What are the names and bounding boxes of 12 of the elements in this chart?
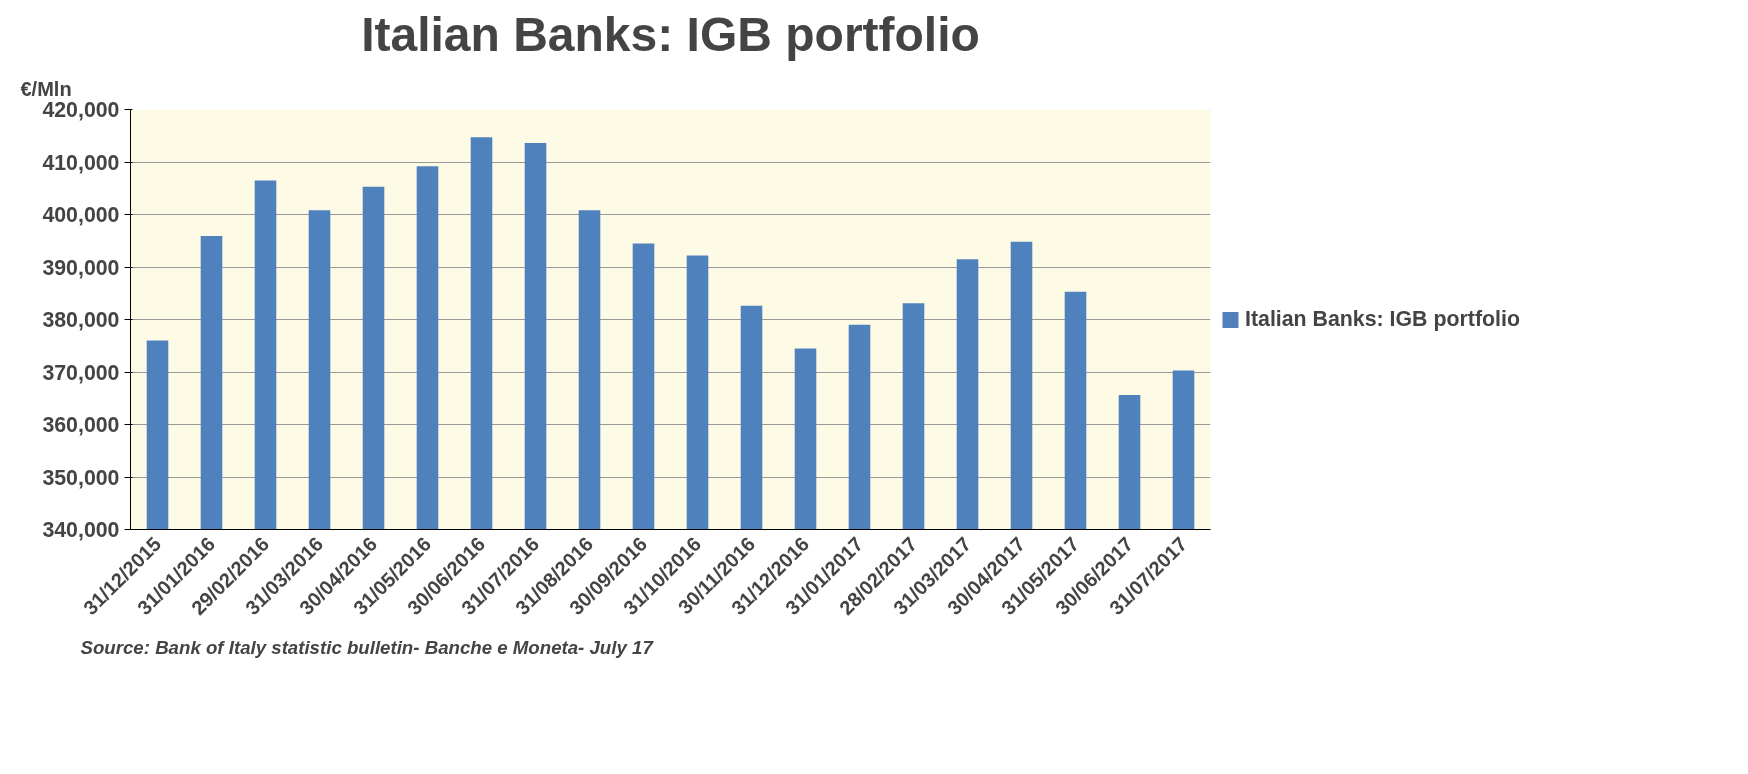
y-tick-label: 350,000 — [42, 465, 120, 490]
y-tick-label: 360,000 — [42, 413, 120, 437]
y-tick-label: 420,000 — [42, 98, 120, 122]
chart-title: Italian Banks: IGB portfolio — [361, 7, 980, 61]
y-axis-title: €/Mln — [20, 77, 72, 100]
legend-label: Italian Banks: IGB portfolio — [1245, 306, 1520, 332]
y-tick-label: 380,000 — [42, 308, 120, 332]
y-tick-label: 410,000 — [42, 150, 120, 175]
y-tick-label: 390,000 — [42, 255, 120, 280]
y-tick-label: 400,000 — [42, 203, 120, 227]
source-note: Source: Bank of Italy statistic bulletin- Banche e Moneta- July 17 — [80, 636, 655, 658]
y-tick-label: 370,000 — [42, 360, 120, 385]
